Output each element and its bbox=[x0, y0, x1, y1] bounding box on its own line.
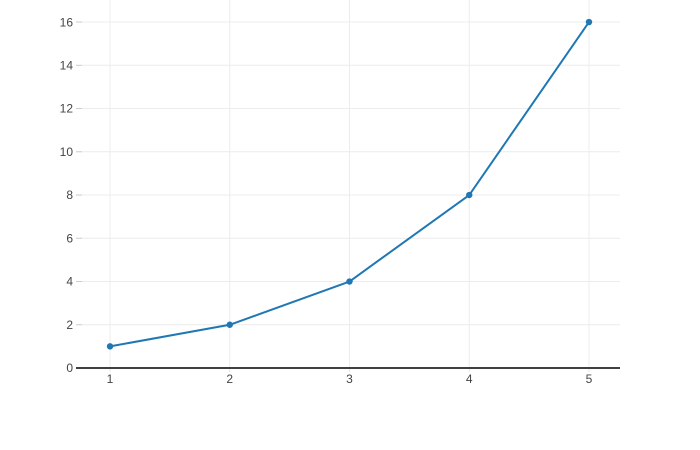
y-tick-label: 0 bbox=[66, 361, 73, 375]
x-tick-label: 4 bbox=[466, 372, 473, 386]
y-tick-label: 14 bbox=[60, 58, 74, 72]
x-tick-label: 3 bbox=[346, 372, 353, 386]
y-tick-label: 2 bbox=[66, 318, 73, 332]
x-tick-label: 1 bbox=[107, 372, 114, 386]
y-tick-label: 10 bbox=[60, 145, 74, 159]
y-tick-label: 8 bbox=[66, 188, 73, 202]
data-point[interactable] bbox=[346, 278, 353, 285]
x-tick-label: 2 bbox=[226, 372, 233, 386]
y-tick-label: 6 bbox=[66, 231, 73, 245]
data-point[interactable] bbox=[585, 18, 593, 26]
y-tick-label: 12 bbox=[60, 102, 74, 116]
y-tick-label: 4 bbox=[66, 275, 73, 289]
data-point[interactable] bbox=[226, 321, 233, 328]
x-tick-label: 5 bbox=[586, 372, 593, 386]
data-point[interactable] bbox=[466, 191, 473, 199]
y-tick-label: 16 bbox=[60, 15, 74, 29]
data-point[interactable] bbox=[106, 343, 114, 350]
